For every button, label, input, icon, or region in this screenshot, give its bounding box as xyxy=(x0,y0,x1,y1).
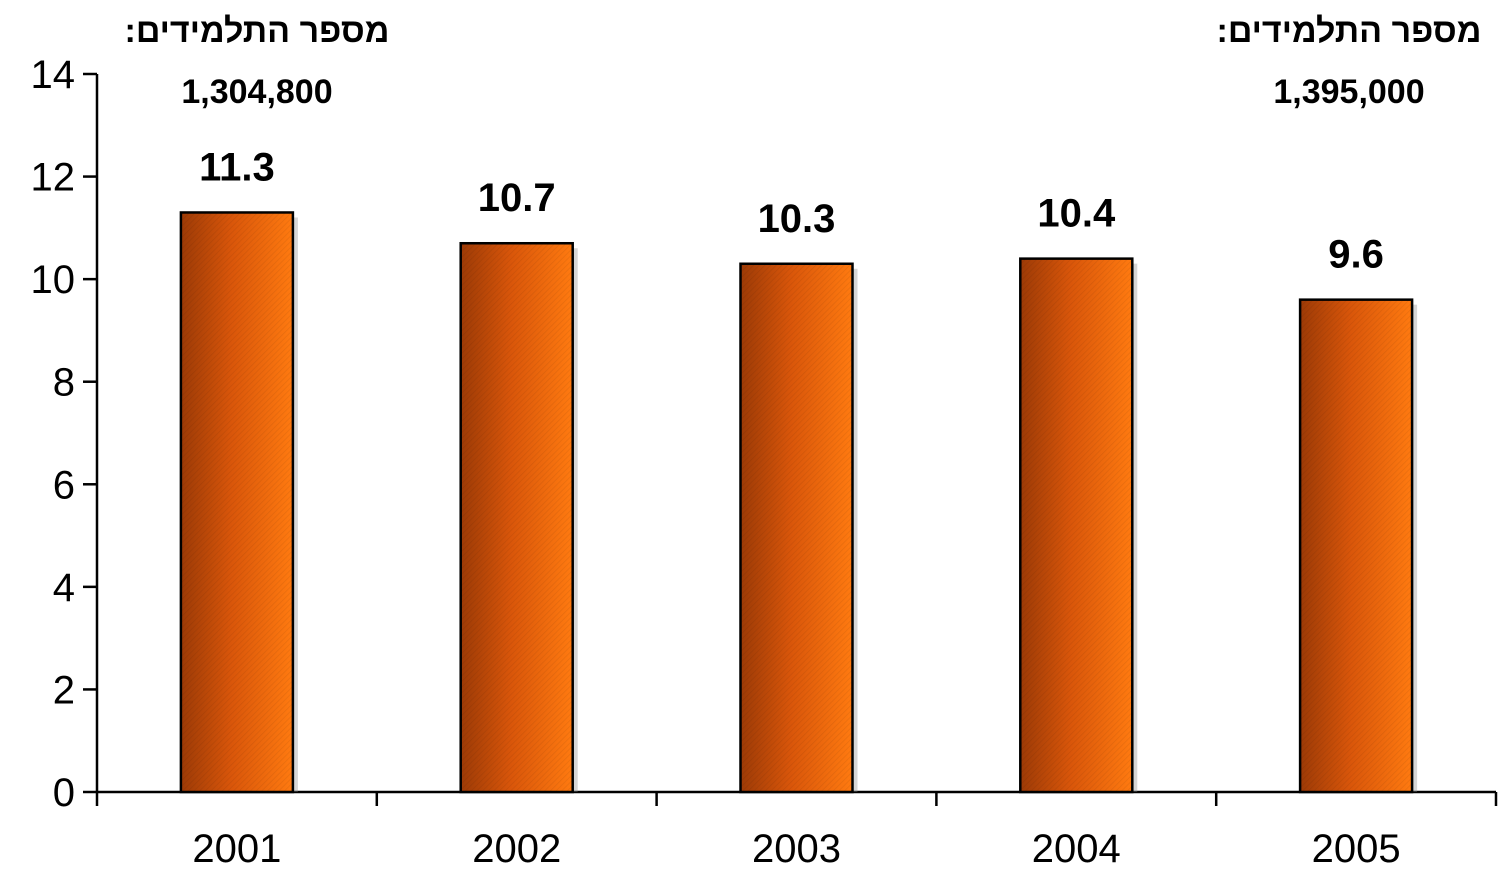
y-tick-label: 4 xyxy=(53,566,75,610)
data-label: 11.3 xyxy=(199,145,275,189)
bar-texture xyxy=(740,263,853,792)
annotation-right-value: 1,395,000 xyxy=(1273,73,1424,111)
x-axis-ticks: 2001 2002 2003 2004 2005 xyxy=(95,792,1498,871)
bar-texture xyxy=(460,243,573,792)
bar-series xyxy=(179,211,1418,794)
bar-texture xyxy=(1300,299,1413,792)
bar xyxy=(739,262,858,794)
y-tick-label: 6 xyxy=(53,463,75,507)
bar-texture xyxy=(180,212,293,792)
bar-texture xyxy=(1020,258,1133,793)
bar xyxy=(459,241,578,794)
y-tick-label: 2 xyxy=(53,668,75,712)
bar xyxy=(179,211,298,794)
y-axis-ticks: 0 2 4 6 8 10 12 14 xyxy=(31,53,97,815)
annotation-right-label: מספר התלמידים: xyxy=(1217,12,1482,50)
data-labels: 11.3 10.7 10.3 10.4 9.6 xyxy=(199,145,1384,276)
annotation-left-value: 1,304,800 xyxy=(181,73,332,111)
bar xyxy=(1298,298,1418,794)
data-label: 9.6 xyxy=(1328,233,1384,277)
x-tick-label: 2003 xyxy=(752,827,841,871)
y-tick-label: 12 xyxy=(31,156,76,200)
y-tick-label: 8 xyxy=(53,361,75,405)
x-tick-label: 2002 xyxy=(472,827,561,871)
x-tick-label: 2004 xyxy=(1032,827,1121,871)
data-label: 10.4 xyxy=(1037,192,1116,236)
annotations: מספר התלמידים: 1,304,800 מספר התלמידים: … xyxy=(125,12,1482,111)
data-label: 10.7 xyxy=(478,176,556,220)
data-label: 10.3 xyxy=(758,197,836,241)
annotation-left-label: מספר התלמידים: xyxy=(125,12,390,50)
x-tick-label: 2005 xyxy=(1312,827,1401,871)
y-tick-label: 14 xyxy=(31,53,76,97)
y-tick-label: 0 xyxy=(53,771,75,815)
y-tick-label: 10 xyxy=(31,258,76,302)
bar xyxy=(1019,257,1138,794)
x-tick-label: 2001 xyxy=(192,827,281,871)
